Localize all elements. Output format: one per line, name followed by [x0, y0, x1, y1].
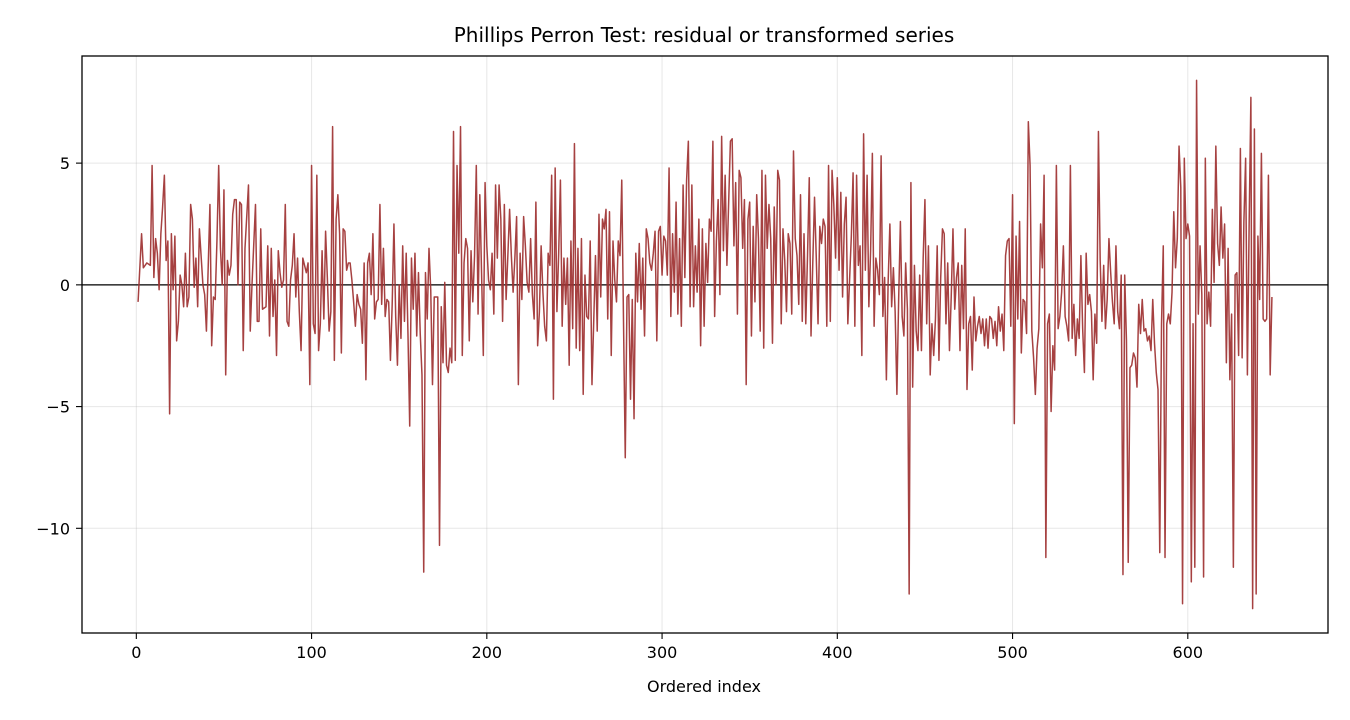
y-axis-ticks: 5 0 −5 −10 [36, 154, 82, 538]
y-tick-label: −10 [36, 519, 70, 538]
x-tick-label: 600 [1173, 643, 1204, 662]
x-axis-label: Ordered index [647, 677, 761, 696]
series-line-0 [137, 79, 1273, 610]
x-tick-label: 100 [296, 643, 327, 662]
x-tick-label: 500 [997, 643, 1028, 662]
x-tick-label: 0 [131, 643, 141, 662]
series-line-group [137, 79, 1273, 610]
y-tick-label: −5 [46, 398, 70, 417]
y-tick-label: 0 [60, 276, 70, 295]
x-tick-label: 200 [472, 643, 503, 662]
x-axis-ticks: 0 100 200 300 400 500 600 [131, 633, 1203, 662]
y-tick-label: 5 [60, 154, 70, 173]
x-tick-label: 300 [647, 643, 678, 662]
plot-area-frame [81, 55, 1329, 634]
chart-title: Phillips Perron Test: residual or transf… [454, 23, 955, 47]
x-tick-label: 400 [822, 643, 853, 662]
